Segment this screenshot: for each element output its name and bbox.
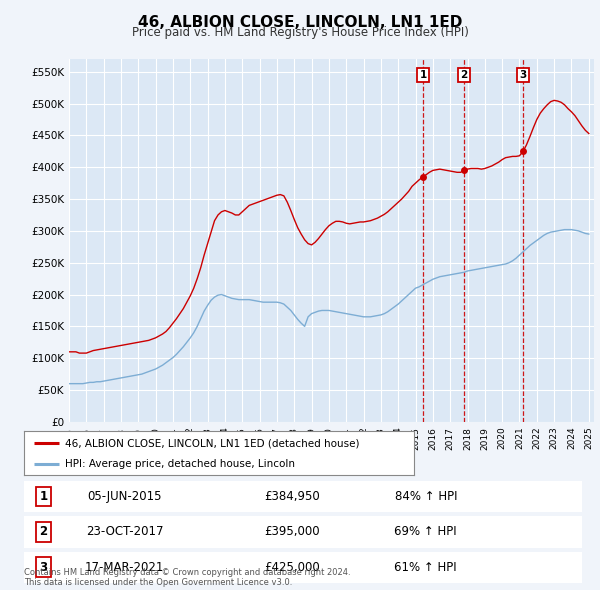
Text: 3: 3: [520, 70, 527, 80]
Text: Price paid vs. HM Land Registry's House Price Index (HPI): Price paid vs. HM Land Registry's House …: [131, 26, 469, 39]
Text: 61% ↑ HPI: 61% ↑ HPI: [394, 560, 457, 574]
Text: 23-OCT-2017: 23-OCT-2017: [86, 525, 163, 539]
Text: HPI: Average price, detached house, Lincoln: HPI: Average price, detached house, Linc…: [65, 459, 295, 469]
Text: 3: 3: [40, 560, 47, 574]
Text: £384,950: £384,950: [264, 490, 320, 503]
Text: £425,000: £425,000: [264, 560, 320, 574]
Text: Contains HM Land Registry data © Crown copyright and database right 2024.
This d: Contains HM Land Registry data © Crown c…: [24, 568, 350, 587]
Text: 2: 2: [461, 70, 468, 80]
Text: 05-JUN-2015: 05-JUN-2015: [87, 490, 161, 503]
Text: 2: 2: [40, 525, 47, 539]
Text: 69% ↑ HPI: 69% ↑ HPI: [394, 525, 457, 539]
Text: 17-MAR-2021: 17-MAR-2021: [85, 560, 164, 574]
Text: 1: 1: [419, 70, 427, 80]
Text: £395,000: £395,000: [264, 525, 320, 539]
Text: 46, ALBION CLOSE, LINCOLN, LN1 1ED (detached house): 46, ALBION CLOSE, LINCOLN, LN1 1ED (deta…: [65, 438, 359, 448]
Text: 46, ALBION CLOSE, LINCOLN, LN1 1ED: 46, ALBION CLOSE, LINCOLN, LN1 1ED: [138, 15, 462, 30]
Text: 84% ↑ HPI: 84% ↑ HPI: [395, 490, 457, 503]
Text: 1: 1: [40, 490, 47, 503]
